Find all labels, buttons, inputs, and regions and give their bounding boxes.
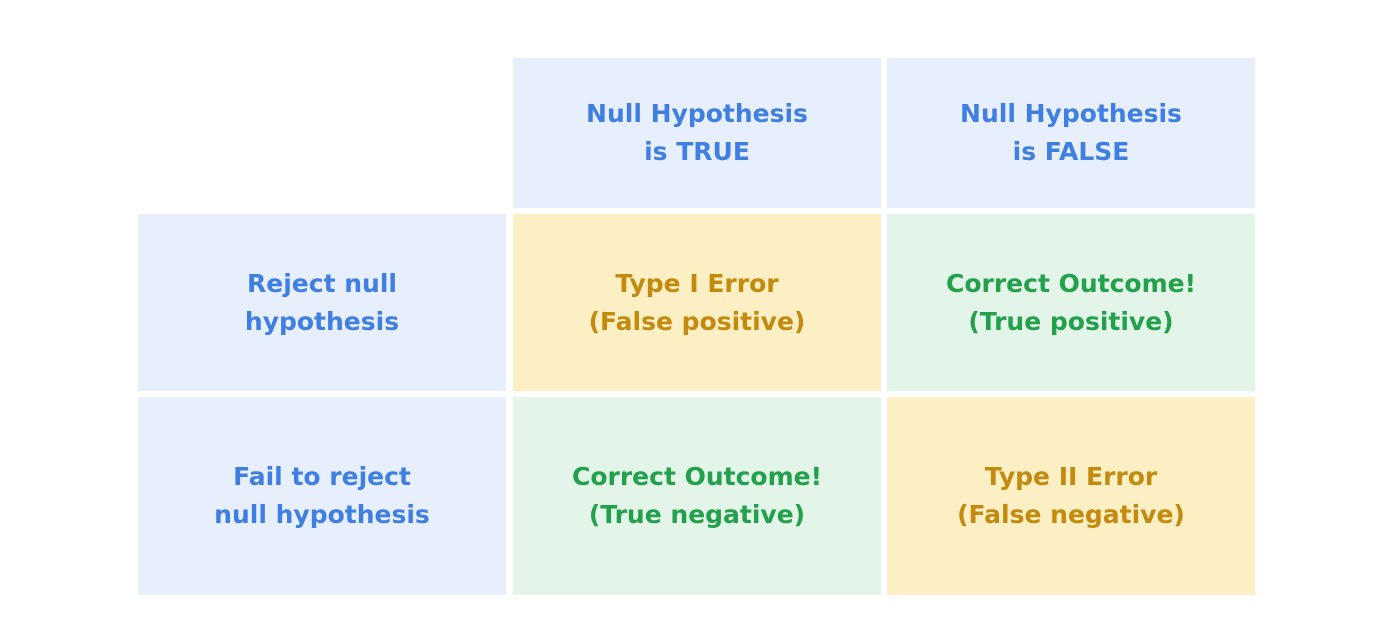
error-cell: Type I Error (False positive) [513, 214, 881, 391]
cell-line: Type I Error [615, 268, 779, 298]
correct-cell: Correct Outcome! (True positive) [887, 214, 1255, 391]
cell-line: (True negative) [588, 500, 806, 529]
header-line: hypothesis [244, 306, 400, 336]
header-line: Fail to reject [233, 462, 411, 491]
correct-cell: Correct Outcome! (True negative) [513, 397, 881, 595]
row-header: Fail to reject null hypothesis [138, 397, 506, 595]
header-line: Reject null [247, 268, 397, 298]
cell-line: (True positive) [968, 306, 1174, 336]
cell-line: Type II Error [984, 462, 1158, 491]
column-header: Null Hypothesis is TRUE [513, 58, 881, 208]
cell-line: (False negative) [957, 500, 1185, 529]
header-line: Null Hypothesis [586, 99, 808, 128]
column-header: Null Hypothesis is FALSE [887, 58, 1255, 208]
cell-line: Correct Outcome! [571, 462, 822, 491]
row-header: Reject null hypothesis [138, 214, 506, 391]
cell-line: Correct Outcome! [945, 268, 1196, 298]
header-line: is TRUE [644, 137, 750, 166]
cell-line: (False positive) [588, 306, 806, 336]
error-cell: Type II Error (False negative) [887, 397, 1255, 595]
header-line: Null Hypothesis [960, 99, 1182, 128]
header-line: null hypothesis [214, 500, 430, 529]
header-line: is FALSE [1012, 137, 1130, 166]
